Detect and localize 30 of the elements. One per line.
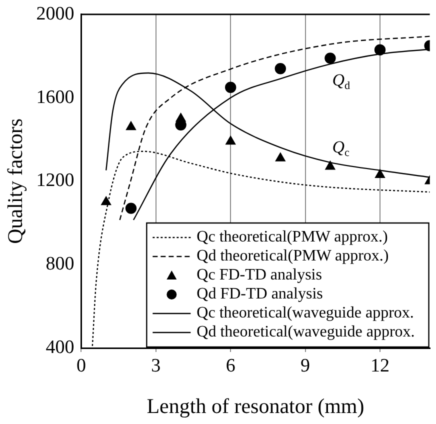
point (125, 202, 137, 214)
legend-label: Qd theoretical(PMW approx.) (196, 248, 389, 265)
x-tick-label: 6 (226, 355, 236, 376)
legend-label: Qd FD-TD analysis (196, 286, 323, 303)
point (275, 152, 286, 162)
legend-label: Qc FD-TD analysis (196, 266, 322, 284)
x-tick-label: 3 (151, 355, 161, 376)
point (274, 63, 286, 74)
y-axis-title: Quality factors (3, 118, 28, 244)
x-tick-label: 0 (76, 355, 86, 376)
y-tick-label: 2000 (36, 3, 74, 24)
y-tick-label: 1200 (36, 170, 74, 192)
y-tick-label: 400 (46, 336, 74, 358)
point (176, 113, 186, 122)
point (374, 44, 386, 56)
y-tick-label: 1600 (36, 86, 74, 108)
point (325, 161, 336, 170)
legend-label: Qc theoretical(waveguide approx. (196, 304, 414, 322)
point (126, 121, 136, 130)
point (225, 82, 236, 93)
x-tick-label: 9 (300, 355, 310, 376)
point (375, 169, 385, 178)
point (101, 196, 112, 206)
x-tick-label: 12 (370, 355, 390, 376)
legend-label: Qc theoretical(PMW approx.) (196, 228, 388, 246)
y-tick-label: 800 (46, 254, 74, 275)
legend-label: Qd theoretical(waveguide approx. (196, 324, 415, 341)
x-axis-title: Length of resonator (mm) (146, 394, 364, 418)
point (324, 52, 336, 64)
point (226, 136, 236, 145)
